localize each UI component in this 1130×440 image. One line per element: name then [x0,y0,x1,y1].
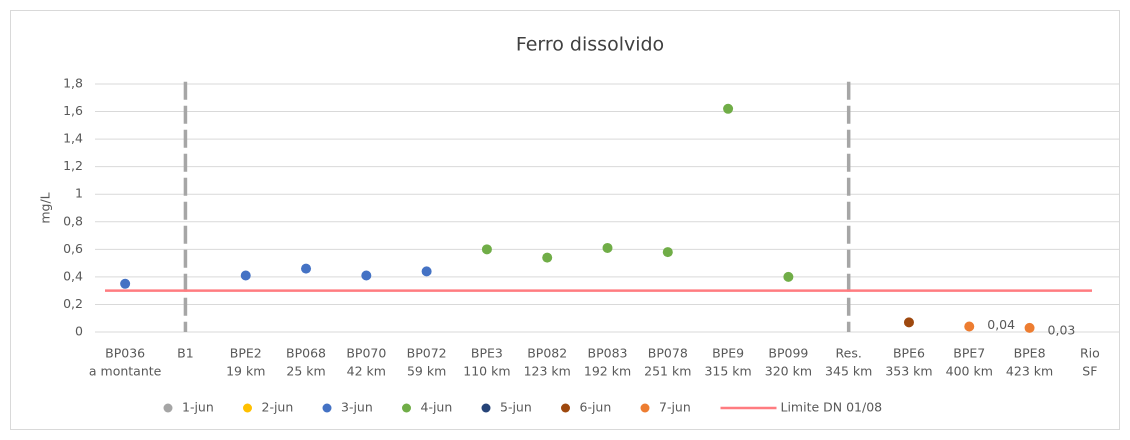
data-point [240,270,251,281]
x-tick-label: Res. [836,346,862,361]
x-tick-label: 353 km [885,364,932,379]
legend-label: 6-jun [580,400,612,415]
x-tick-label: BPE7 [953,346,985,361]
y-tick-label: 1 [75,186,83,201]
x-tick-label: 251 km [644,364,691,379]
x-tick-label: 123 km [524,364,571,379]
legend-label: 1-jun [182,400,214,415]
x-tick-label: 315 km [704,364,751,379]
x-tick-label: SF [1082,364,1097,379]
x-tick-label: 192 km [584,364,631,379]
y-tick-label: 0,4 [63,268,83,283]
x-tick-label: a montante [89,364,162,379]
x-tick-label: 42 km [347,364,386,379]
y-tick-label: 1,2 [63,158,83,173]
x-tick-label: BPE2 [230,346,262,361]
y-tick-label: 0,6 [63,241,83,256]
legend-label: 5-jun [500,400,532,415]
x-tick-label: BP083 [588,346,628,361]
y-tick-label: 1,4 [63,131,83,146]
legend-swatch [561,403,570,413]
data-point [602,242,613,253]
x-tick-label: BP036 [105,346,145,361]
legend-swatch [640,403,650,413]
x-tick-label: 25 km [286,364,325,379]
x-tick-label: 59 km [407,364,446,379]
legend-swatch [322,403,332,413]
x-tick-label: BP082 [527,346,567,361]
data-point [903,317,914,328]
x-tick-label: Rio [1080,346,1100,361]
data-point [964,321,975,332]
data-point [783,271,794,282]
x-tick-label: BPE9 [712,346,744,361]
data-point [662,247,673,258]
y-tick-label: 1,6 [63,103,83,118]
data-point [1024,322,1035,333]
x-tick-label: 19 km [226,364,265,379]
legend-label: 2-jun [262,400,294,415]
x-tick-label: 400 km [946,364,993,379]
data-label: 0,03 [1048,322,1076,337]
data-label: 0,04 [987,317,1015,332]
x-tick-label: BP099 [768,346,808,361]
data-point [120,278,131,289]
data-point [723,103,734,114]
data-point [421,266,432,277]
legend-swatch [402,403,411,413]
x-tick-label: 345 km [825,364,872,379]
data-point [301,263,312,274]
x-tick-label: 110 km [463,364,510,379]
data-point [542,252,553,263]
y-tick-label: 1,8 [63,76,83,91]
legend-label: 7-jun [659,400,691,415]
legend-swatch [481,403,491,413]
y-tick-label: 0 [75,324,83,339]
x-tick-label: B1 [177,346,194,361]
chart-title: Ferro dissolvido [516,34,664,56]
y-axis-label: mg/L [38,192,53,223]
legend-label: Limite DN 01/08 [781,400,883,415]
x-tick-label: BPE8 [1014,346,1046,361]
chart-border [10,10,1120,430]
x-tick-label: 423 km [1006,364,1053,379]
data-point [481,244,492,255]
x-tick-label: BP068 [286,346,326,361]
legend-label: 3-jun [341,400,373,415]
x-tick-label: BPE3 [471,346,503,361]
x-tick-label: BP072 [407,346,447,361]
x-tick-label: 320 km [765,364,812,379]
x-tick-label: BPE6 [893,346,925,361]
legend-label: 4-jun [421,400,453,415]
data-point [361,270,372,281]
x-tick-label: BP070 [346,346,386,361]
x-tick-label: BP078 [648,346,688,361]
y-tick-label: 0,2 [63,296,83,311]
y-tick-label: 0,8 [63,213,83,228]
legend-swatch [163,403,173,413]
legend-swatch [243,403,252,413]
